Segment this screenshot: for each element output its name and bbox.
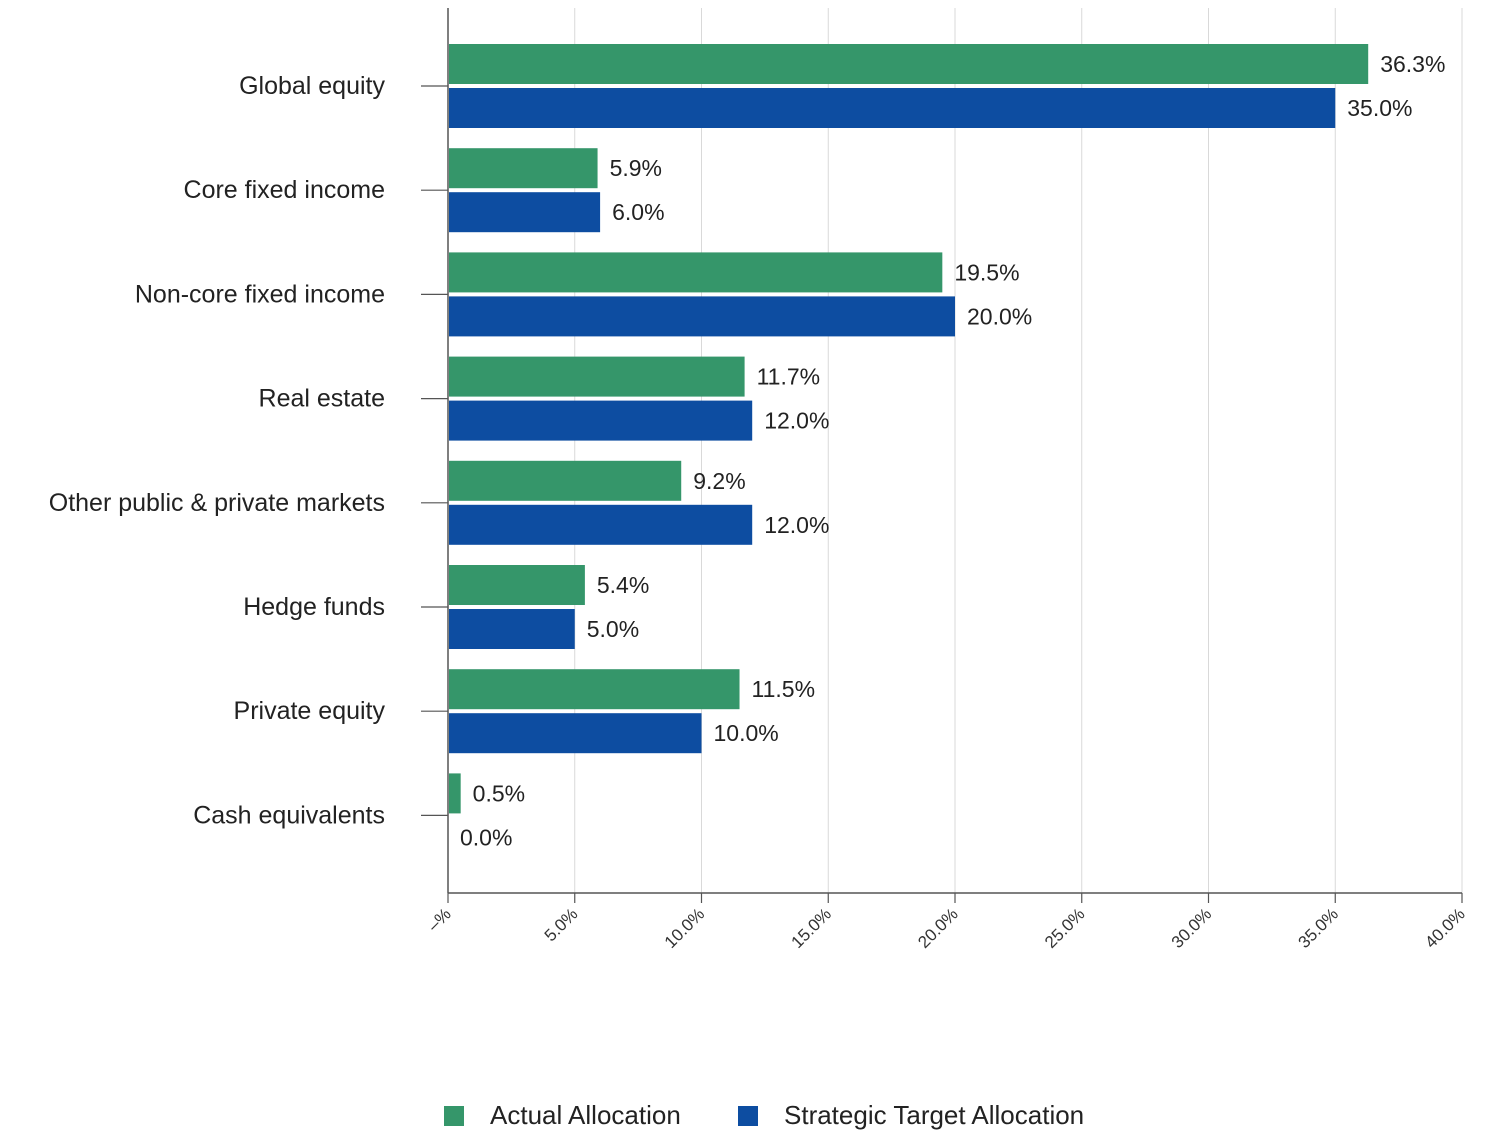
legend-label-target: Strategic Target Allocation	[784, 1100, 1085, 1130]
bar-actual	[449, 460, 682, 501]
category-label: Real estate	[259, 385, 385, 413]
allocation-bar-chart: –% 5.0% 10.0% 15.0% 20.0% 25.0% 30.0% 35.0% 40.0…	[49, 8, 1469, 952]
category-label: Non-core fixed income	[135, 280, 385, 308]
bar-target	[449, 400, 753, 441]
legend-swatch-actual	[444, 1105, 464, 1126]
data-label: 11.5%	[752, 676, 816, 702]
data-label: 5.4%	[597, 572, 649, 598]
x-tick-label: 20.0%	[914, 904, 962, 952]
bar-target	[449, 713, 702, 754]
bar-actual	[449, 669, 740, 710]
bar-actual	[449, 356, 745, 397]
bar-target	[449, 88, 1336, 128]
x-tick-label: 35.0%	[1295, 904, 1343, 952]
legend-item-target: Strategic Target Allocation	[738, 1100, 1084, 1131]
data-label: 9.2%	[693, 468, 745, 494]
data-label: 19.5%	[954, 259, 1019, 285]
gridlines	[574, 8, 1463, 893]
x-tick-label: 15.0%	[788, 904, 836, 952]
data-label: 5.0%	[587, 616, 639, 642]
legend-label-actual: Actual Allocation	[490, 1100, 681, 1130]
labels: –% 5.0% 10.0% 15.0% 20.0% 25.0% 30.0% 35.0% 40.0…	[49, 51, 1469, 952]
category-label: Other public & private markets	[49, 489, 385, 517]
bar-target	[449, 504, 753, 545]
bar-actual	[449, 44, 1369, 84]
legend-swatch-target	[738, 1105, 758, 1126]
data-label: 0.5%	[473, 780, 525, 806]
data-label: 0.0%	[460, 824, 512, 850]
category-label: Private equity	[234, 697, 386, 725]
bar-actual	[449, 252, 943, 293]
bar-actual	[449, 148, 598, 189]
bar-target	[449, 609, 575, 649]
x-tick-label: –%	[424, 904, 455, 935]
data-label: 12.0%	[764, 512, 829, 538]
bar-actual	[449, 773, 461, 814]
data-label: 36.3%	[1380, 51, 1445, 77]
data-label: 12.0%	[764, 408, 829, 434]
legend-item-actual: Actual Allocation	[444, 1100, 681, 1131]
category-label: Core fixed income	[184, 176, 385, 204]
legend: Actual Allocation Strategic Target Alloc…	[0, 1100, 1488, 1140]
data-label: 10.0%	[714, 720, 779, 746]
bar-target	[449, 192, 601, 233]
category-label: Cash equivalents	[193, 801, 385, 829]
data-label: 5.9%	[610, 155, 662, 181]
x-tick-label: 5.0%	[541, 904, 582, 945]
x-tick-label: 25.0%	[1041, 904, 1089, 952]
data-label: 35.0%	[1347, 95, 1412, 121]
bar-target	[449, 296, 955, 337]
x-tick-label: 10.0%	[661, 904, 709, 952]
category-label: Global equity	[239, 72, 385, 100]
bars	[449, 44, 1369, 814]
data-label: 6.0%	[612, 199, 664, 225]
category-label: Hedge funds	[243, 593, 385, 621]
x-tick-label: 40.0%	[1421, 904, 1469, 952]
data-label: 11.7%	[757, 364, 821, 390]
bar-actual	[449, 565, 585, 605]
data-label: 20.0%	[967, 303, 1032, 329]
axes	[421, 8, 1463, 903]
x-tick-label: 30.0%	[1168, 904, 1216, 952]
